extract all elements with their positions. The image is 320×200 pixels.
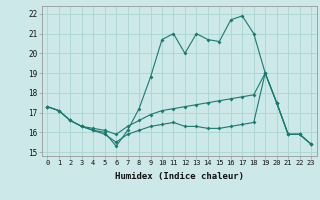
- X-axis label: Humidex (Indice chaleur): Humidex (Indice chaleur): [115, 172, 244, 181]
